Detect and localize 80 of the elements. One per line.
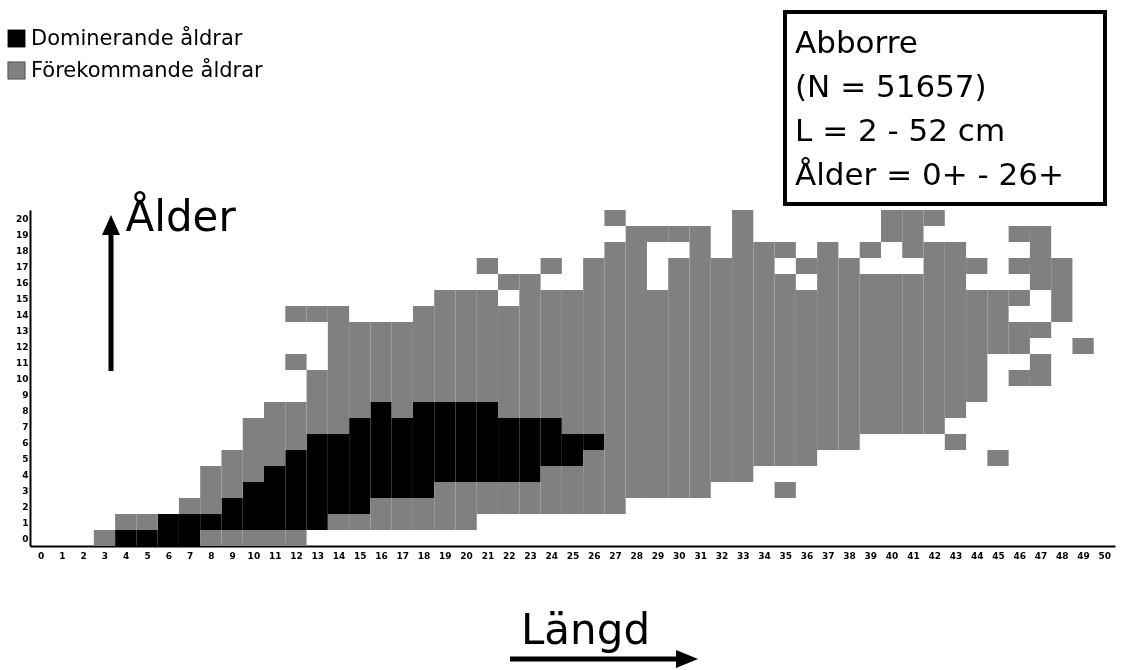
x-tick-label: 35 (779, 550, 793, 561)
x-tick-label: 25 (566, 550, 580, 561)
x-tick-label: 26 (588, 550, 601, 561)
x-tick-label: 39 (864, 550, 878, 561)
x-tick-label: 9 (229, 550, 236, 561)
x-tick-label: 27 (609, 550, 622, 561)
x-tick-label: 17 (396, 550, 410, 561)
x-tick-label: 47 (1034, 550, 1048, 561)
x-tick-label: 31 (694, 550, 707, 561)
y-tick-label: 12 (15, 341, 29, 352)
y-tick-label: 16 (15, 277, 29, 288)
y-tick-label: 15 (15, 293, 29, 304)
x-tick-label: 45 (992, 550, 1005, 561)
x-tick-label: 49 (1077, 550, 1090, 561)
y-tick-label: 18 (15, 245, 29, 256)
y-tick-label: 7 (22, 421, 29, 432)
y-tick-label: 1 (22, 517, 29, 528)
y-tick-label: 3 (22, 485, 29, 496)
x-tick-label: 13 (311, 550, 324, 561)
x-tick-label: 18 (417, 550, 431, 561)
y-tick-label: 6 (22, 437, 29, 448)
x-tick-label: 41 (907, 550, 920, 561)
y-tick-label: 9 (22, 389, 29, 400)
y-tick-label: 10 (15, 373, 29, 384)
y-tick-label: 2 (22, 501, 29, 512)
x-tick-label: 4 (123, 550, 130, 561)
x-tick-label: 11 (268, 550, 282, 561)
y-tick-label: 0 (22, 533, 29, 544)
x-tick-label: 48 (1056, 550, 1069, 561)
y-tick-label: 5 (22, 453, 29, 464)
text: Ålder = 0+ - 26+ (795, 155, 1065, 194)
y-tick-label: 11 (15, 357, 29, 368)
x-tick-label: 21 (481, 550, 495, 561)
x-tick-label: 19 (439, 550, 452, 561)
y-axis-title: Ålder (125, 190, 237, 241)
x-tick-label: 42 (928, 550, 941, 561)
x-tick-label: 15 (353, 550, 367, 561)
y-tick-label: 13 (15, 325, 29, 336)
x-tick-label: 3 (101, 550, 109, 561)
x-tick-label: 32 (715, 550, 729, 561)
x-tick-label: 24 (545, 550, 558, 561)
x-tick-label: 14 (332, 550, 346, 561)
x-tick-label: 34 (758, 550, 771, 561)
x-tick-label: 12 (290, 550, 303, 561)
x-tick-label: 16 (375, 550, 388, 561)
x-tick-label: 40 (885, 550, 899, 561)
text: L = 2 - 52 cm (795, 111, 1007, 150)
x-tick-label: 0 (38, 550, 45, 561)
x-axis-title: Längd (520, 604, 651, 654)
y-tick-label: 14 (15, 309, 29, 320)
x-tick-label: 29 (651, 550, 665, 561)
x-tick-label: 1 (59, 550, 66, 561)
x-tick-label: 38 (843, 550, 856, 561)
y-tick-label: 4 (22, 469, 29, 480)
x-tick-label: 6 (165, 550, 172, 561)
text: Abborre (795, 23, 919, 62)
y-tick-label: 19 (15, 229, 29, 240)
x-tick-label: 8 (208, 550, 215, 561)
x-tick-label: 20 (460, 550, 473, 561)
text: (N = 51657) (795, 67, 988, 106)
x-tick-label: 2 (80, 550, 87, 561)
x-tick-label: 36 (800, 550, 814, 561)
x-tick-label: 23 (524, 550, 537, 561)
x-tick-label: 50 (1098, 550, 1112, 561)
x-tick-label: 43 (949, 550, 963, 561)
x-tick-label: 7 (186, 550, 194, 561)
y-tick-label: 17 (15, 261, 29, 272)
x-tick-label: 10 (247, 550, 261, 561)
x-tick-label: 44 (970, 550, 984, 561)
x-tick-label: 30 (673, 550, 686, 561)
legend-label: Dominerande åldrar (31, 24, 243, 50)
x-tick-label: 5 (144, 550, 151, 561)
x-tick-label: 46 (1013, 550, 1027, 561)
x-tick-label: 28 (630, 550, 644, 561)
x-tick-label: 37 (822, 550, 835, 561)
y-tick-label: 20 (15, 213, 29, 224)
x-tick-label: 33 (736, 550, 750, 561)
x-tick-label: 22 (502, 550, 516, 561)
legend-label: Förekommande åldrar (31, 56, 264, 82)
y-tick-label: 8 (22, 405, 29, 416)
